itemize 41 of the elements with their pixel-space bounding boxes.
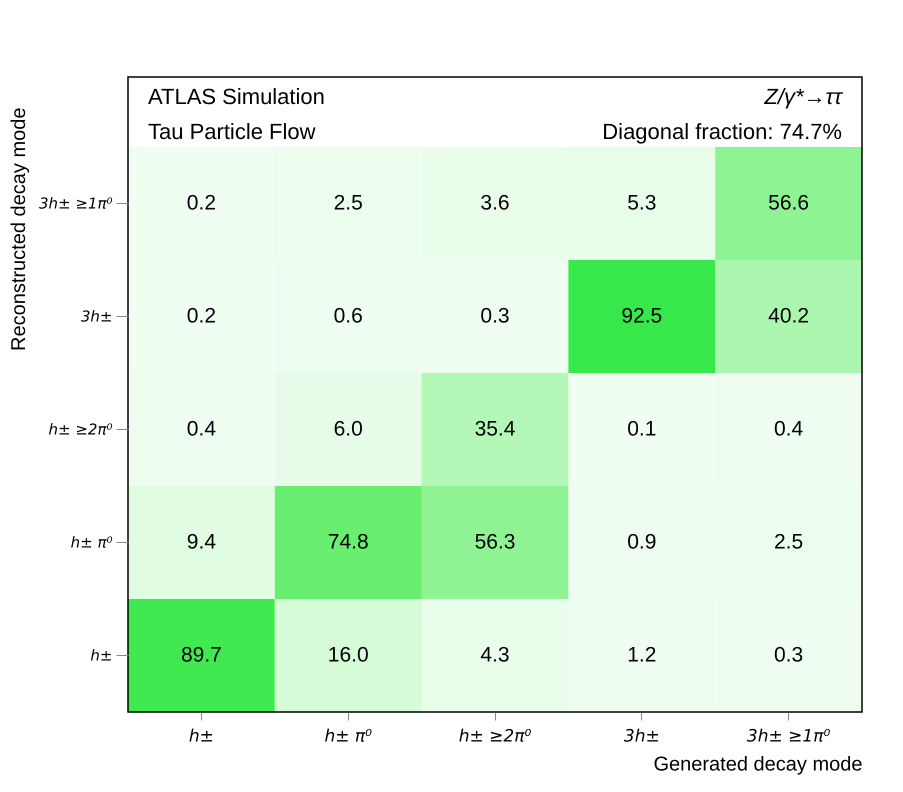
data-label: 2.5 (334, 192, 363, 214)
data-label: 5.3 (627, 192, 656, 214)
annotation: ATLAS Simulation (148, 84, 325, 109)
data-label: 9.4 (186, 530, 216, 554)
data-label: 0.4 (186, 418, 216, 440)
data-label: 56.6 (768, 192, 810, 214)
data-label: 92.5 (621, 304, 662, 328)
data-label: 35.4 (474, 418, 516, 440)
y-tick-label: 3h± ≥1π⁰ (38, 194, 112, 212)
data-label: 0.2 (186, 192, 216, 214)
data-label: 0.3 (480, 304, 510, 328)
x-tick-label: h± π⁰ (324, 726, 372, 746)
x-tick-label: 3h± (624, 726, 660, 746)
data-label: 0.6 (334, 304, 363, 328)
data-label: 6.0 (334, 418, 363, 440)
data-label: 89.7 (180, 644, 222, 666)
data-label: 3.6 (480, 192, 510, 214)
annotation: Tau Particle Flow (148, 119, 316, 144)
y-tick-label: h± π⁰ (70, 534, 112, 552)
data-label: 40.2 (768, 304, 810, 328)
data-label: 0.1 (627, 418, 656, 440)
data-label: 16.0 (328, 644, 369, 666)
data-label: 0.2 (186, 304, 216, 328)
x-axis-title: Generated decay mode (653, 754, 862, 776)
y-tick-label: 3h± (80, 308, 112, 326)
y-axis-title: Reconstructed decay mode (8, 108, 30, 351)
data-label: 0.9 (627, 530, 656, 554)
data-label: 4.3 (480, 644, 510, 666)
data-label: 1.2 (627, 644, 656, 666)
data-label: 2.5 (774, 530, 804, 554)
annotation: Z/γ*→ττ (763, 84, 844, 109)
data-label: 0.4 (774, 418, 804, 440)
y-tick-label: h± ≥2π⁰ (48, 420, 112, 438)
data-label: 0.3 (774, 644, 804, 666)
x-tick-label: 3h± ≥1π⁰ (746, 726, 830, 746)
y-tick-label: h± (90, 646, 112, 664)
data-label: 74.8 (328, 530, 369, 554)
x-tick-label: h± ≥2π⁰ (458, 726, 532, 746)
x-tick-label: h± (188, 726, 214, 746)
data-label: 56.3 (474, 530, 516, 554)
annotation: Diagonal fraction: 74.7% (602, 119, 842, 144)
